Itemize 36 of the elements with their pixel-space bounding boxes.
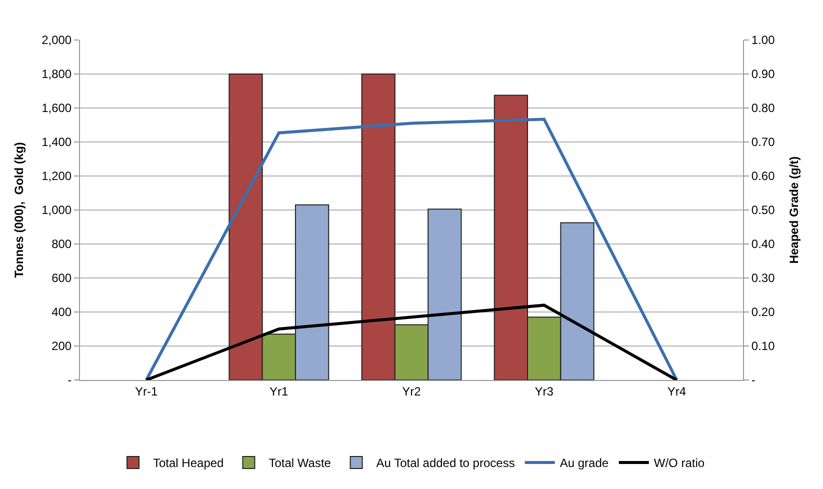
legend-label: Total Heaped <box>153 456 224 470</box>
y2-tick-label: 0.90 <box>751 67 776 82</box>
y2-tick-label: 0.40 <box>751 237 776 252</box>
y2-tick-label: 0.80 <box>751 101 776 116</box>
y-tick-label: - <box>68 373 72 388</box>
y-tick-label: 2,000 <box>42 33 72 48</box>
x-tick-label: Yr3 <box>534 384 554 398</box>
legend-label: W/O ratio <box>654 456 705 470</box>
y-tick-label: 1,200 <box>42 169 72 184</box>
y-tick-label: 800 <box>52 237 72 252</box>
y2-tick-label: 0.60 <box>751 169 776 184</box>
legend-label: Au Total added to process <box>376 456 515 470</box>
y2-tick-label: 1.00 <box>751 33 776 48</box>
line-series <box>144 118 678 380</box>
y-tick-label: 200 <box>52 339 72 354</box>
x-tick-label: Yr-1 <box>134 384 158 398</box>
y-axis-title: Tonnes (000), Gold (kg) <box>12 142 26 278</box>
y-tick-label: 400 <box>52 305 72 320</box>
y2-tick-label: 0.70 <box>751 135 776 150</box>
y2-axis-title: Heaped Grade (g/t) <box>786 156 801 264</box>
y-tick-label: 1,600 <box>42 101 72 116</box>
y-tick-label: 1,400 <box>42 135 72 150</box>
y2-tick-label: 0.10 <box>751 339 776 354</box>
legend-label: Au grade <box>560 456 609 470</box>
y-tick-label: 600 <box>52 271 72 286</box>
y-tick-label: 1,800 <box>42 67 72 82</box>
y2-tick-label: 0.20 <box>751 305 776 320</box>
y2-tick-label: 0.30 <box>751 271 776 286</box>
y-tick-label: 1,000 <box>42 203 72 218</box>
x-tick-label: Yr2 <box>402 384 422 398</box>
line-series <box>144 304 678 380</box>
y2-tick-label: - <box>751 373 756 388</box>
x-tick-label: Yr1 <box>270 384 289 398</box>
x-tick-label: Yr4 <box>667 384 686 398</box>
y2-tick-label: 0.50 <box>751 203 776 218</box>
legend-label: Total Waste <box>268 456 332 470</box>
